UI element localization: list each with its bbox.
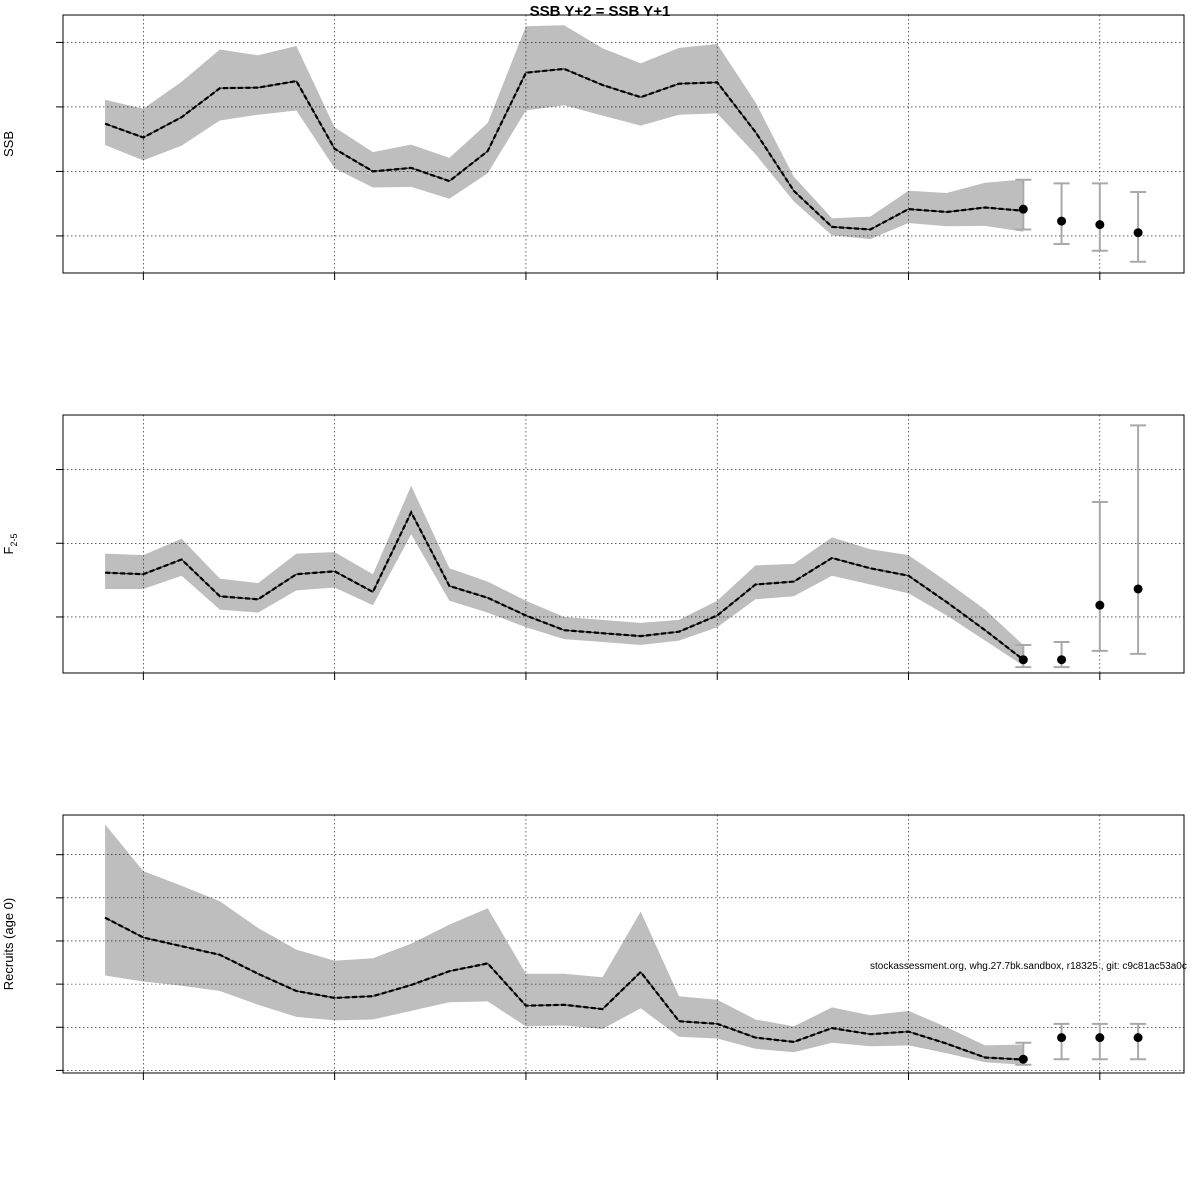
ssb-y-axis-label: SSB bbox=[1, 131, 16, 157]
f-y-axis-label-subscript: 2-5 bbox=[9, 534, 19, 547]
f-confidence-band bbox=[105, 485, 1024, 666]
recruits-confidence-band bbox=[105, 824, 1024, 1065]
f-plot-frame bbox=[62, 414, 1185, 674]
ssb-forecast-point-1 bbox=[1057, 216, 1067, 226]
recruits-y-axis-label: Recruits (age 0) bbox=[1, 898, 16, 990]
f-y-axis-label-main: F bbox=[1, 546, 16, 554]
f-forecast-point-0 bbox=[1018, 655, 1028, 665]
f-forecast-point-1 bbox=[1057, 655, 1067, 665]
ssb-estimate-line bbox=[104, 67, 1024, 231]
ssb-forecast-point-0 bbox=[1018, 204, 1028, 214]
recruits-plot-frame bbox=[62, 814, 1185, 1074]
ssb-plot-frame bbox=[62, 14, 1185, 274]
ssb-panel: SSB bbox=[1, 14, 1185, 280]
footnote: stockassessment.org, whg.27.7bk.sandbox,… bbox=[870, 961, 1187, 972]
recruits-forecast-point-3 bbox=[1133, 1033, 1143, 1043]
f-forecast-point-2 bbox=[1095, 600, 1105, 610]
f-estimate-line bbox=[105, 509, 1024, 661]
ssb-forecast-point-2 bbox=[1095, 220, 1105, 230]
recruitment-panel: Recruits (age 0) bbox=[1, 814, 1185, 1080]
recruits-forecast-point-2 bbox=[1095, 1033, 1105, 1043]
recruits-estimate-line bbox=[104, 916, 1024, 1061]
figure-title: SSB Y+2 = SSB Y+1 bbox=[530, 3, 671, 20]
fishing-mortality-panel: F2-5 bbox=[1, 414, 1185, 680]
f-y-axis-label: F2-5 bbox=[1, 534, 19, 555]
ssb-confidence-band bbox=[105, 25, 1024, 240]
recruits-forecast-point-0 bbox=[1018, 1054, 1028, 1064]
recruits-forecast-point-1 bbox=[1057, 1033, 1067, 1043]
ssb-forecast-point-3 bbox=[1133, 228, 1143, 238]
f-forecast-point-3 bbox=[1133, 584, 1143, 594]
